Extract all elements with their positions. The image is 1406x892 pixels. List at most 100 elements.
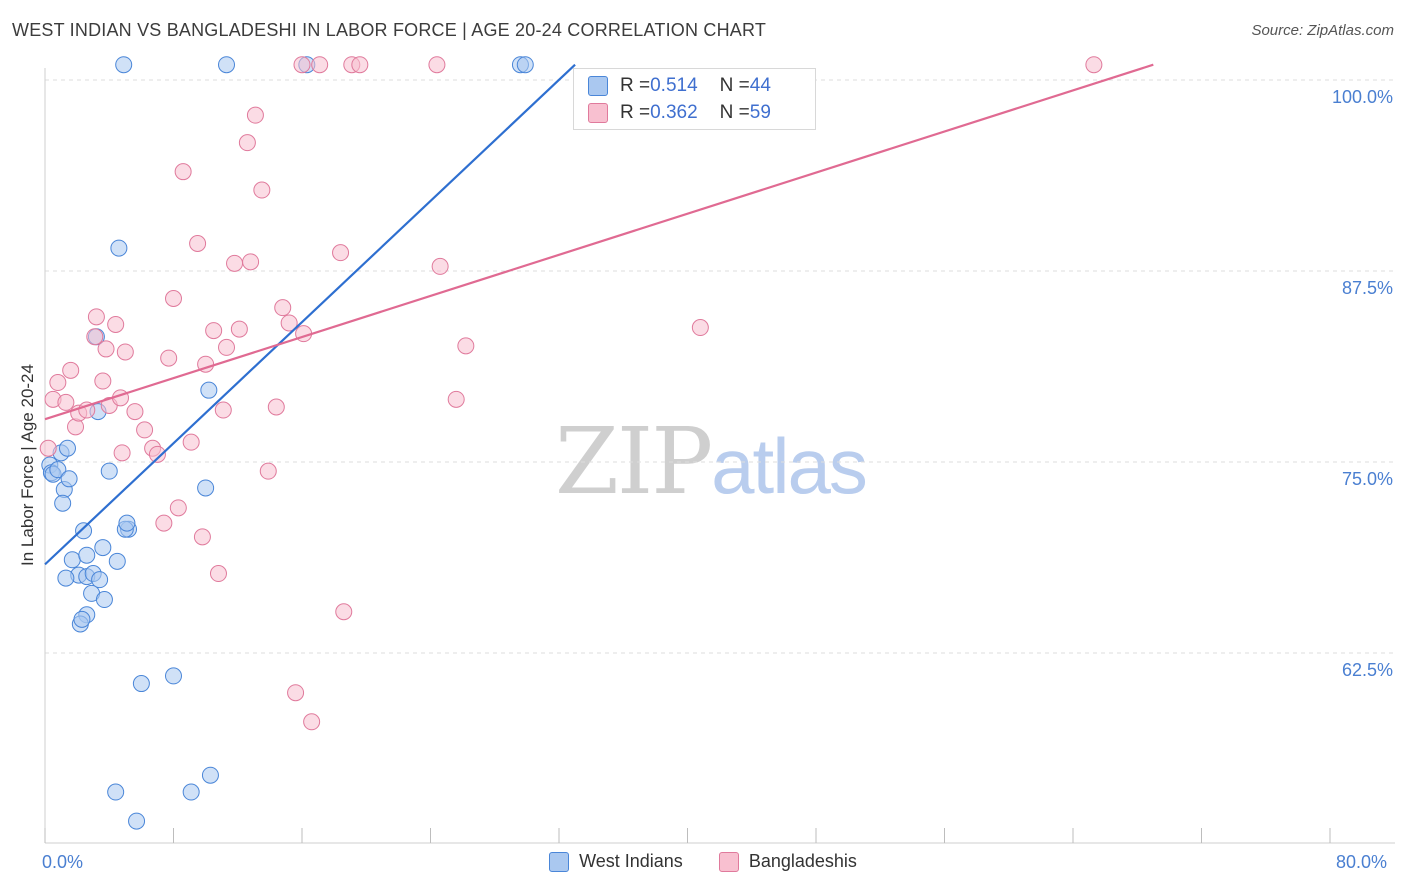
bangladeshis-point: [169, 499, 187, 517]
bangladeshis-point: [259, 462, 277, 480]
bangladeshis-point: [428, 56, 446, 74]
bangladeshis-points: [39, 56, 1103, 731]
bangladeshis-point: [332, 244, 350, 262]
legend-item-west-indians[interactable]: West Indians: [549, 851, 683, 872]
bangladeshis-point: [174, 163, 192, 181]
bangladeshis-point: [155, 514, 173, 532]
bangladeshis-point: [1085, 56, 1103, 74]
bangladeshis-point: [303, 713, 321, 731]
n-value: 59: [749, 102, 771, 123]
west-indians-point: [73, 610, 91, 628]
bangladeshis-point: [447, 390, 465, 408]
legend-label: Bangladeshis: [748, 851, 857, 871]
west-indians-point: [58, 439, 76, 457]
west-indians-point: [100, 462, 118, 480]
west-indians-point: [108, 552, 126, 570]
west-indians-point: [110, 239, 128, 257]
axes: [44, 68, 1395, 844]
bangladeshis-point: [230, 320, 248, 338]
west-indians-point: [94, 539, 112, 557]
west-indians-point: [516, 56, 534, 74]
stats-legend: R = 0.514 N = 44 R = 0.362 N = 59: [573, 68, 816, 130]
west-indians-trend-line: [44, 63, 576, 566]
bangladeshis-point: [431, 257, 449, 275]
bangladeshis-point: [136, 421, 154, 439]
west-indians-point: [78, 546, 96, 564]
bangladeshis-point: [691, 319, 709, 337]
bangladeshis-point: [116, 343, 134, 361]
y-tick-label: 75.0%: [1342, 469, 1393, 489]
bangladeshis-point: [242, 253, 260, 271]
bangladeshis-point: [246, 106, 264, 124]
bangladeshis-point: [107, 315, 125, 333]
source-label: Source: ZipAtlas.com: [1251, 22, 1394, 39]
n-label: N =: [719, 75, 750, 96]
bangladeshis-point: [193, 528, 211, 546]
x-tick-label-max: 80.0%: [1336, 852, 1388, 872]
bangladeshis-point: [457, 337, 475, 355]
bangladeshis-swatch: [588, 103, 608, 123]
bangladeshis-point: [351, 56, 369, 74]
west-indians-point: [95, 591, 113, 609]
west-indians-point: [128, 812, 146, 830]
west-indians-point: [218, 56, 236, 74]
bangladeshis-point: [253, 181, 271, 199]
bangladeshis-point: [335, 603, 353, 621]
stats-row-west-indians: R = 0.514 N = 44: [588, 75, 771, 97]
trend-lines: [44, 63, 1154, 566]
r-value: 0.362: [650, 102, 698, 123]
bangladeshis-point: [189, 234, 207, 252]
west-indians-point: [115, 56, 133, 74]
bangladeshis-point: [182, 433, 200, 451]
bangladeshis-point: [287, 684, 305, 702]
west-indians-point: [132, 675, 150, 693]
west-indians-point: [107, 783, 125, 801]
bangladeshis-point: [209, 565, 227, 583]
watermark-atlas: atlas: [711, 422, 868, 510]
bangladeshis-point: [293, 56, 311, 74]
west-indians-point: [60, 470, 78, 488]
y-axis-label: In Labor Force | Age 20-24: [18, 364, 37, 566]
west-indians-point: [200, 381, 218, 399]
r-label: R =: [620, 75, 651, 96]
y-tick-labels: 62.5% 75.0% 87.5% 100.0%: [1332, 87, 1393, 680]
west-indians-point: [57, 569, 75, 587]
bangladeshis-point: [238, 134, 256, 152]
chart-title: WEST INDIAN VS BANGLADESHI IN LABOR FORC…: [12, 20, 767, 40]
west-indians-point: [63, 551, 81, 569]
legend-item-bangladeshis[interactable]: Bangladeshis: [718, 851, 857, 872]
bangladeshis-point: [113, 444, 131, 462]
bangladeshis-point: [165, 290, 182, 308]
r-value: 0.514: [650, 75, 698, 96]
bangladeshis-trend-line: [44, 63, 1154, 421]
grid-lines: [45, 79, 1395, 654]
west-indians-point: [165, 667, 182, 685]
bangladeshis-point: [97, 340, 115, 358]
bangladeshis-point: [160, 349, 178, 367]
bangladeshis-point: [274, 299, 292, 317]
series-legend: West Indians Bangladeshis: [0, 851, 1406, 872]
bangladeshis-point: [57, 393, 75, 411]
x-tick-label-min: 0.0%: [42, 852, 84, 872]
west-indians-point: [197, 479, 215, 497]
west-indians-point: [182, 783, 200, 801]
bangladeshis-point: [126, 403, 144, 421]
west-indians-swatch: [549, 851, 570, 872]
bangladeshis-point: [214, 401, 232, 419]
bangladeshis-point: [148, 445, 166, 463]
y-tick-label: 87.5%: [1342, 278, 1393, 298]
y-tick-label: 100.0%: [1332, 87, 1393, 107]
legend-label: West Indians: [579, 851, 683, 871]
west-indians-point: [54, 494, 72, 512]
west-indians-point: [91, 571, 109, 589]
bangladeshis-point: [205, 322, 223, 340]
bangladeshis-point: [87, 308, 105, 326]
n-label: N =: [719, 102, 750, 123]
bangladeshis-point: [280, 314, 298, 332]
bangladeshis-point: [49, 374, 67, 392]
west-indians-swatch: [588, 76, 608, 96]
west-indians-point: [118, 514, 136, 532]
y-tick-label: 62.5%: [1342, 660, 1393, 680]
bangladeshis-point: [39, 439, 57, 457]
